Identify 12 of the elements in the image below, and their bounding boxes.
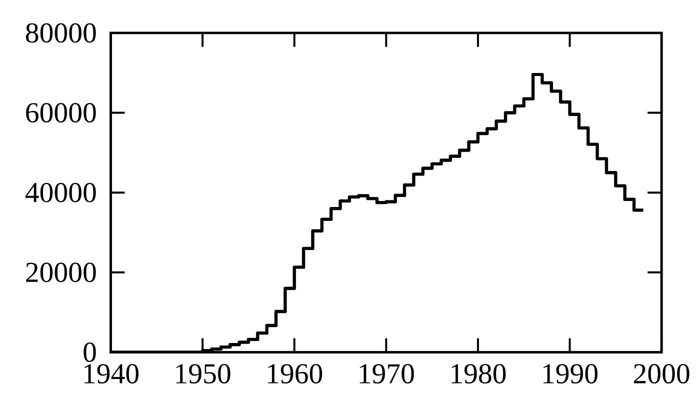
- y-tick-label: 80000: [26, 23, 96, 43]
- x-tick-label: 1960: [268, 364, 322, 384]
- y-tick-label: 20000: [26, 262, 96, 282]
- x-tick-label: 1970: [360, 364, 414, 384]
- x-tick-label: 1950: [176, 364, 230, 384]
- y-tick-label: 60000: [26, 102, 96, 122]
- y-tick-label: 0: [84, 342, 96, 362]
- x-tick-label: 1940: [84, 364, 138, 384]
- x-tick-label: 1980: [452, 364, 506, 384]
- y-tick-label: 40000: [25, 182, 96, 202]
- x-tick-label: 2000: [634, 364, 690, 384]
- x-tick-label: 1990: [543, 364, 598, 384]
